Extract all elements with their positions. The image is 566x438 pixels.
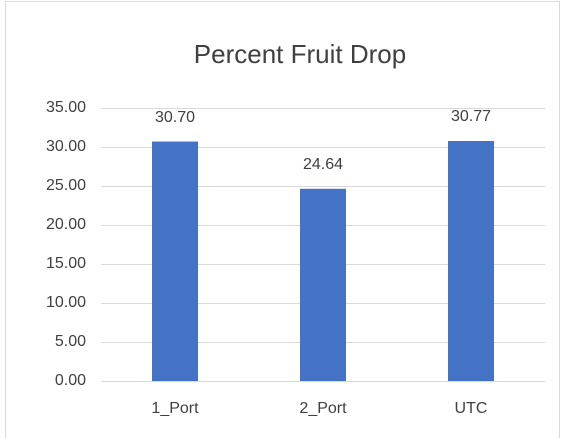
y-tick-label: 20.00 xyxy=(46,216,86,233)
y-tick-label: 35.00 xyxy=(46,99,86,116)
y-tick-label: 30.00 xyxy=(46,138,86,155)
x-tick-label: 2_Port xyxy=(299,400,347,417)
y-tick-label: 10.00 xyxy=(46,294,86,311)
x-tick-label: 1_Port xyxy=(151,400,199,417)
value-label: 24.64 xyxy=(303,156,343,173)
value-label: 30.70 xyxy=(155,109,195,126)
y-tick-label: 0.00 xyxy=(55,372,86,389)
bar xyxy=(300,188,346,381)
x-tick-label: UTC xyxy=(455,400,488,417)
y-tick-label: 25.00 xyxy=(46,177,86,194)
bar xyxy=(152,141,198,381)
y-tick-label: 5.00 xyxy=(55,333,86,350)
chart-title: Percent Fruit Drop xyxy=(194,39,406,69)
y-tick-label: 15.00 xyxy=(46,255,86,272)
bar xyxy=(448,140,494,381)
value-label: 30.77 xyxy=(451,108,491,125)
